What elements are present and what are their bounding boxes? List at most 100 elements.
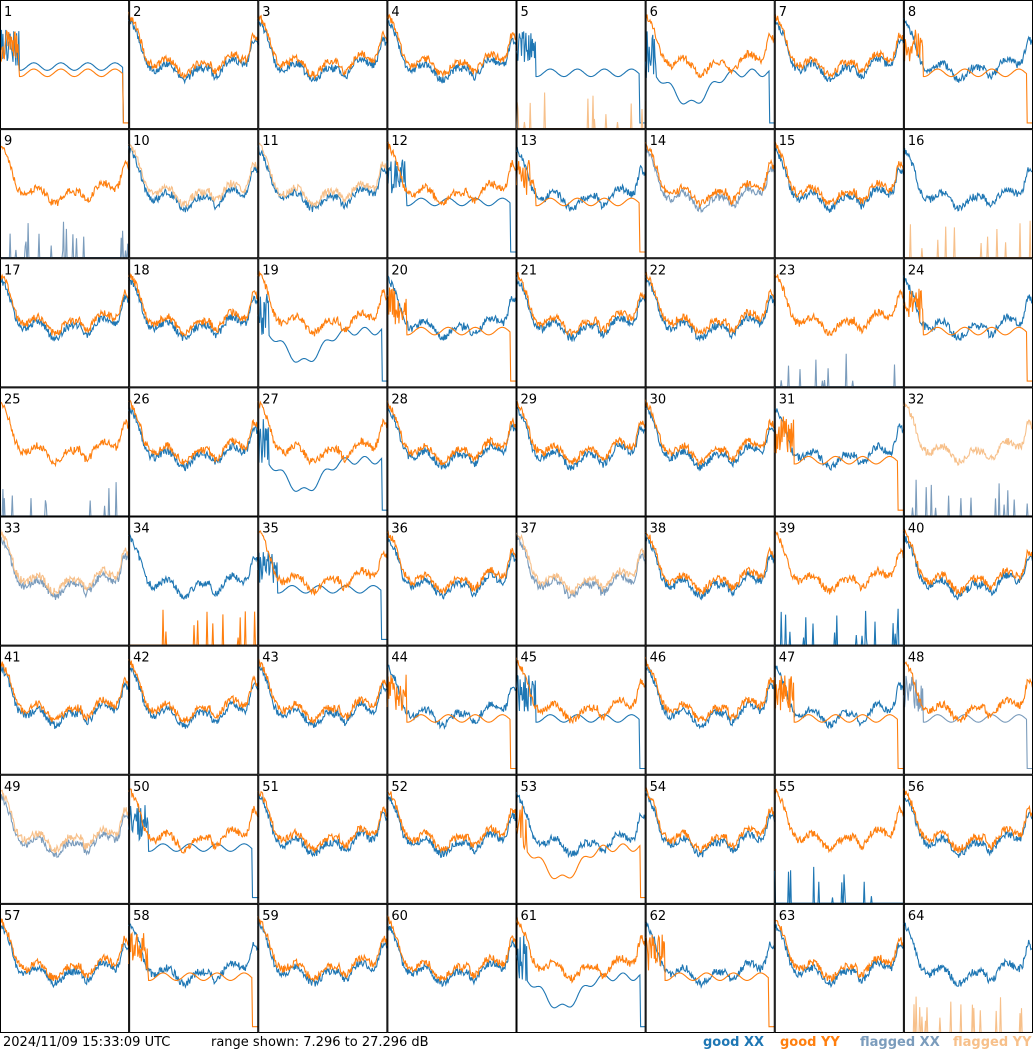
panel-15-xx-trace bbox=[774, 146, 905, 213]
panel-21-yy-trace bbox=[516, 272, 647, 338]
panel-44-label: 44 bbox=[391, 651, 408, 666]
panel-52: 52 bbox=[386, 774, 518, 904]
panel-31-label: 31 bbox=[779, 392, 796, 407]
panel-60-yy-trace bbox=[386, 915, 518, 982]
panel-39-xx-trace bbox=[774, 608, 904, 646]
panel-49-yy-trace bbox=[0, 789, 130, 854]
panel-60-label: 60 bbox=[391, 909, 408, 924]
panel-10-label: 10 bbox=[133, 134, 150, 149]
panel-4-frame bbox=[387, 0, 517, 130]
panel-51: 51 bbox=[257, 774, 388, 904]
panel-50: 50 bbox=[128, 774, 259, 904]
panel-36-yy-trace bbox=[386, 530, 518, 595]
panel-25-yy-trace bbox=[0, 401, 130, 468]
panel-12-xx-trace bbox=[386, 159, 517, 253]
panel-16-label: 16 bbox=[908, 134, 925, 149]
panel-23-yy-trace bbox=[774, 274, 905, 337]
panel-28-yy-trace bbox=[386, 400, 517, 466]
panel-6-label: 6 bbox=[650, 5, 658, 20]
panel-47-frame bbox=[774, 645, 904, 775]
panel-11-label: 11 bbox=[262, 134, 279, 149]
panel-2-label: 2 bbox=[133, 5, 141, 20]
panel-9-label: 9 bbox=[4, 134, 12, 149]
panel-13-yy-trace bbox=[515, 159, 646, 253]
panel-16-yy-trace bbox=[903, 220, 1033, 259]
panel-43-label: 43 bbox=[262, 651, 279, 666]
panel-41: 41 bbox=[0, 645, 130, 775]
panel-56: 56 bbox=[903, 774, 1033, 904]
panel-18-xx-trace bbox=[128, 278, 259, 341]
panel-46-frame bbox=[645, 645, 775, 775]
panel-3-label: 3 bbox=[262, 5, 270, 20]
panel-61-frame bbox=[516, 903, 646, 1033]
panel-63-xx-trace bbox=[774, 923, 905, 989]
panel-55-frame bbox=[774, 774, 904, 904]
panel-39-label: 39 bbox=[779, 522, 796, 537]
panel-25-frame bbox=[0, 387, 130, 517]
panel-34-xx-trace bbox=[128, 533, 259, 600]
panel-9-xx-trace bbox=[0, 221, 130, 259]
panel-52-frame bbox=[387, 774, 517, 904]
panel-56-label: 56 bbox=[908, 780, 925, 795]
panel-29-xx-trace bbox=[516, 406, 647, 471]
panel-59-yy-trace bbox=[257, 916, 388, 983]
panel-50-frame bbox=[129, 774, 259, 904]
panel-20-xx-trace bbox=[386, 275, 518, 341]
panel-46-xx-trace bbox=[645, 665, 776, 730]
panel-59-frame bbox=[258, 903, 388, 1033]
panel-58-xx-trace bbox=[128, 922, 259, 989]
panel-49: 49 bbox=[0, 774, 130, 904]
footer: 2024/11/09 15:33:09 UTC range shown: 7.2… bbox=[0, 1033, 1033, 1053]
panel-50-label: 50 bbox=[133, 780, 150, 795]
panel-63-yy-trace bbox=[774, 919, 905, 982]
panel-39-yy-trace bbox=[774, 531, 904, 595]
panel-39: 39 bbox=[774, 516, 904, 646]
panel-58: 58 bbox=[128, 903, 259, 1033]
panel-9-frame bbox=[0, 129, 130, 259]
panel-51-frame bbox=[258, 774, 388, 904]
legend-flagged-xx: flagged XX bbox=[860, 1035, 940, 1050]
panel-48-yy-trace bbox=[903, 661, 1033, 723]
panel-6-yy-trace bbox=[645, 14, 776, 79]
panel-30-frame bbox=[645, 387, 775, 517]
panel-38-yy-trace bbox=[645, 531, 776, 595]
panel-51-yy-trace bbox=[257, 790, 388, 853]
panel-23: 23 bbox=[774, 258, 905, 388]
panel-44-yy-trace bbox=[386, 674, 517, 770]
panel-29-frame bbox=[516, 387, 646, 517]
panel-43-xx-trace bbox=[257, 666, 388, 729]
panel-22-xx-trace bbox=[645, 276, 776, 343]
panel-36-label: 36 bbox=[391, 522, 408, 537]
panel-20-label: 20 bbox=[391, 263, 408, 278]
panel-14-frame bbox=[645, 129, 775, 259]
panel-3: 3 bbox=[257, 0, 388, 130]
panel-26-yy-trace bbox=[128, 399, 259, 466]
panel-20-yy-trace bbox=[386, 287, 517, 382]
panel-49-label: 49 bbox=[4, 780, 21, 795]
panel-13-xx-trace bbox=[515, 146, 647, 212]
panel-45-xx-trace bbox=[515, 674, 646, 770]
panel-35-frame bbox=[258, 516, 388, 646]
panel-62: 62 bbox=[645, 903, 776, 1033]
panel-15-label: 15 bbox=[779, 134, 796, 149]
panel-34: 34 bbox=[128, 516, 259, 646]
panel-19-label: 19 bbox=[262, 263, 279, 278]
panel-53: 53 bbox=[515, 774, 646, 904]
legend-good-xx: good XX bbox=[703, 1035, 765, 1050]
panel-14-yy-trace bbox=[645, 142, 776, 209]
panel-51-label: 51 bbox=[262, 780, 279, 795]
panel-41-label: 41 bbox=[4, 651, 21, 666]
panel-41-yy-trace bbox=[0, 659, 130, 723]
panel-5-label: 5 bbox=[521, 5, 529, 20]
panel-1-label: 1 bbox=[4, 5, 12, 20]
panel-15: 15 bbox=[774, 129, 905, 259]
panel-53-yy-trace bbox=[515, 805, 646, 899]
panel-6: 6 bbox=[645, 0, 776, 130]
panel-61-label: 61 bbox=[521, 909, 538, 924]
panel-6-xx-trace bbox=[645, 31, 775, 124]
panel-52-xx-trace bbox=[386, 792, 518, 859]
panel-8-xx-trace bbox=[903, 17, 1033, 83]
panel-26: 26 bbox=[128, 387, 259, 517]
panel-28: 28 bbox=[386, 387, 518, 517]
